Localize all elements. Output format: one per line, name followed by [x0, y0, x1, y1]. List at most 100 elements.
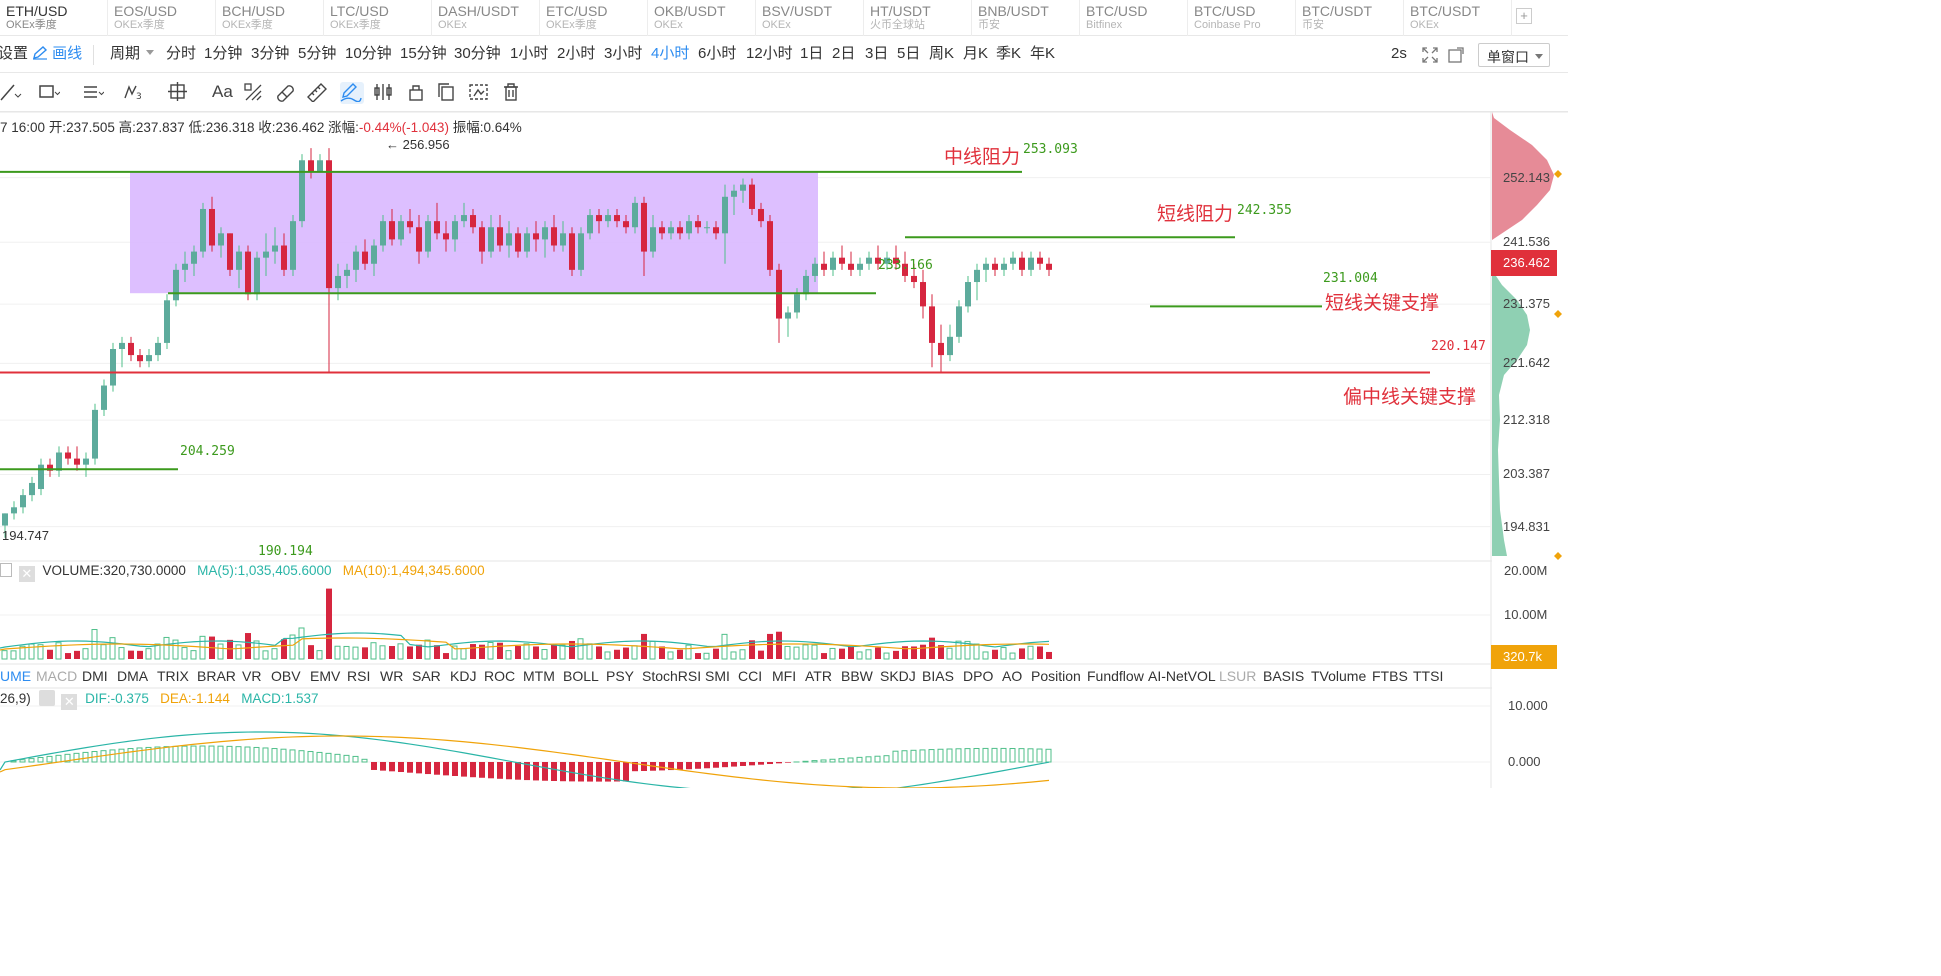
lock-tool-icon[interactable] [406, 82, 430, 104]
period-dropdown[interactable]: 周期 [110, 45, 154, 63]
settings-icon[interactable] [0, 563, 12, 577]
chart-canvas[interactable] [0, 0, 1568, 788]
exchange-name: 币安 [978, 19, 1000, 31]
indicator-tab[interactable]: ROC [484, 668, 516, 684]
period-option[interactable]: 12小时 [746, 45, 793, 62]
indicator-tab[interactable]: BOLL [563, 668, 599, 684]
fullscreen-icon[interactable] [1422, 47, 1438, 68]
pattern-tool-icon[interactable] [243, 82, 267, 104]
period-option[interactable]: 3日 [865, 45, 889, 62]
symbol-tab[interactable]: ETC/USD OKEx季度 [540, 0, 648, 36]
indicator-tab[interactable]: RSI [347, 668, 371, 684]
settings-icon[interactable] [38, 690, 55, 706]
period-option[interactable]: 月K [963, 45, 989, 62]
indicator-tab[interactable]: BBW [841, 668, 873, 684]
indicator-tab[interactable]: TVolume [1311, 668, 1367, 684]
trendline-tool-icon[interactable] [0, 82, 24, 104]
trash-icon[interactable] [500, 82, 524, 104]
indicator-tab[interactable]: MFI [772, 668, 797, 684]
symbol-tab[interactable]: BTC/USD Bitfinex [1080, 0, 1188, 36]
period-option[interactable]: 15分钟 [400, 45, 447, 62]
period-option[interactable]: 5分钟 [298, 45, 337, 62]
window-mode-dropdown[interactable]: 单窗口 [1478, 43, 1550, 67]
indicator-tab[interactable]: OBV [271, 668, 301, 684]
symbol-tab[interactable]: BTC/USDT 币安 [1296, 0, 1404, 36]
period-option[interactable]: 1分钟 [204, 45, 243, 62]
pen-tool-icon[interactable] [340, 82, 364, 104]
rectangle-tool-icon[interactable] [38, 82, 62, 104]
indicator-tab[interactable]: BIAS [922, 668, 954, 684]
symbol-tab[interactable]: HT/USDT 火币全球站 [864, 0, 972, 36]
indicator-tab[interactable]: SKDJ [880, 668, 916, 684]
symbol-tab[interactable]: ETH/USD OKEx季度 [0, 0, 108, 36]
add-tab-button[interactable]: + [1516, 8, 1532, 24]
measure-tool-icon[interactable] [168, 82, 192, 104]
close-icon[interactable]: ✕ [61, 694, 78, 710]
symbol-tab[interactable]: LTC/USD OKEx季度 [324, 0, 432, 36]
indicator-tab[interactable]: MACD [36, 668, 78, 684]
indicator-tab[interactable]: SMI [705, 668, 730, 684]
draw-line-button[interactable]: 画线 [32, 45, 82, 63]
refresh-interval[interactable]: 2s [1391, 45, 1407, 62]
indicator-tab[interactable]: StochRSI [642, 668, 702, 684]
wave-tool-icon[interactable]: 3 [124, 82, 148, 104]
period-option[interactable]: 5日 [897, 45, 921, 62]
indicator-tab[interactable]: TRIX [157, 668, 189, 684]
indicator-tab[interactable]: DMA [117, 668, 149, 684]
symbol-tab[interactable]: OKB/USDT OKEx [648, 0, 756, 36]
period-option[interactable]: 2日 [832, 45, 856, 62]
popout-icon[interactable] [1448, 47, 1464, 68]
settings-button[interactable]: 设置 [0, 45, 29, 62]
period-option[interactable]: 1小时 [510, 45, 549, 62]
indicator-tab[interactable]: AI-NetVOL [1148, 668, 1216, 684]
indicator-tab[interactable]: CCI [738, 668, 763, 684]
period-option[interactable]: 季K [996, 45, 1022, 62]
indicator-tab[interactable]: PSY [606, 668, 635, 684]
indicator-tab[interactable]: WR [380, 668, 404, 684]
indicator-tab[interactable]: SAR [412, 668, 441, 684]
symbol-tab[interactable]: DASH/USDT OKEx [432, 0, 540, 36]
indicator-tab[interactable]: DMI [82, 668, 108, 684]
period-option[interactable]: 30分钟 [454, 45, 501, 62]
indicator-tab[interactable]: DPO [963, 668, 994, 684]
symbol-tab[interactable]: EOS/USD OKEx季度 [108, 0, 216, 36]
indicator-tab[interactable]: VR [242, 668, 262, 684]
indicator-tab[interactable]: UME [0, 668, 32, 684]
indicator-tab[interactable]: MTM [523, 668, 555, 684]
parallel-lines-tool-icon[interactable] [82, 82, 106, 104]
bars-pattern-tool-icon[interactable] [373, 82, 397, 104]
period-option[interactable]: 6小时 [698, 45, 737, 62]
period-option[interactable]: 3小时 [604, 45, 643, 62]
indicator-tab[interactable]: FTBS [1372, 668, 1408, 684]
indicator-tab[interactable]: Position [1031, 668, 1081, 684]
indicator-tab[interactable]: KDJ [450, 668, 477, 684]
indicator-tab[interactable]: EMV [310, 668, 341, 684]
indicator-tab[interactable]: BRAR [197, 668, 236, 684]
copy-tool-icon[interactable] [436, 82, 460, 104]
indicator-tab[interactable]: AO [1002, 668, 1023, 684]
indicator-tab[interactable]: TTSI [1413, 668, 1444, 684]
symbol-tab[interactable]: BTC/USD Coinbase Pro [1188, 0, 1296, 36]
close-icon[interactable]: ✕ [18, 566, 35, 582]
magnet-tool-icon[interactable] [274, 82, 298, 104]
symbol-tab[interactable]: BNB/USDT 币安 [972, 0, 1080, 36]
symbol-tab[interactable]: BCH/USD OKEx季度 [216, 0, 324, 36]
period-option[interactable]: 周K [929, 45, 955, 62]
period-option[interactable]: 1日 [800, 45, 824, 62]
indicator-tab[interactable]: LSUR [1219, 668, 1257, 684]
indicator-tab[interactable]: BASIS [1263, 668, 1305, 684]
ruler-tool-icon[interactable] [306, 82, 330, 104]
screenshot-tool-icon[interactable] [468, 82, 492, 104]
period-option[interactable]: 分时 [166, 45, 197, 62]
period-option[interactable]: 4小时 [651, 45, 690, 62]
text-tool-icon[interactable]: Aa [212, 82, 233, 101]
period-option[interactable]: 10分钟 [345, 45, 392, 62]
symbol-tab[interactable]: BSV/USDT OKEx [756, 0, 864, 36]
indicator-tab[interactable]: Fundflow [1087, 668, 1144, 684]
period-option[interactable]: 3分钟 [251, 45, 290, 62]
indicator-tab[interactable]: ATR [805, 668, 832, 684]
macd-bar [704, 762, 710, 769]
symbol-tab[interactable]: BTC/USDT OKEx [1404, 0, 1512, 36]
period-option[interactable]: 2小时 [557, 45, 596, 62]
period-option[interactable]: 年K [1030, 45, 1056, 62]
